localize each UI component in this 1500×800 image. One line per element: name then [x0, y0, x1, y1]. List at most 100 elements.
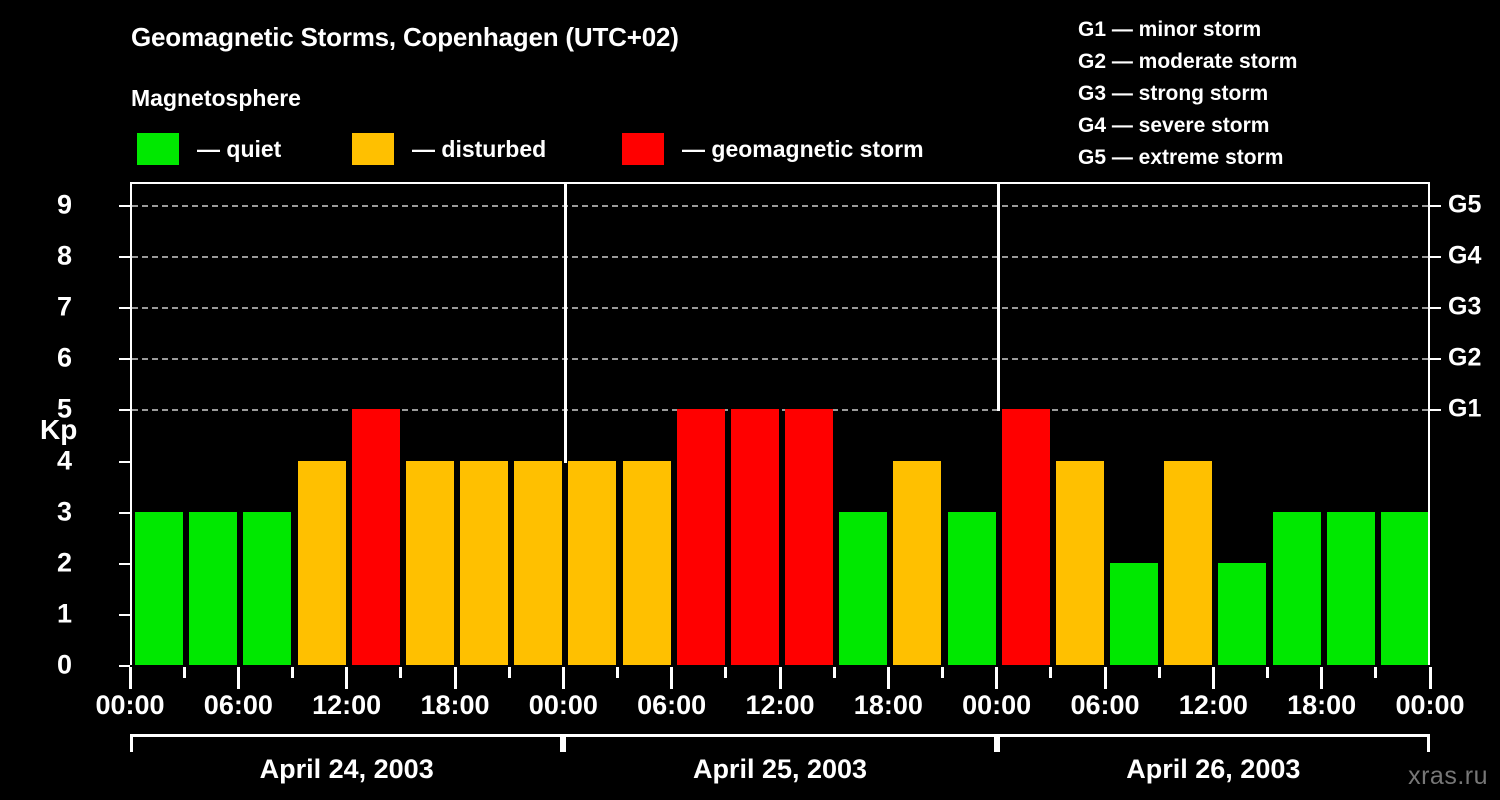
gridline-kp-8 [132, 256, 1428, 259]
x-tick-24 [1428, 667, 1432, 689]
legend-label-2: — geomagnetic storm [682, 135, 924, 162]
g-axis-label-G2: G2 [1448, 343, 1482, 372]
x-tick-7 [507, 667, 511, 678]
bar[interactable] [893, 460, 942, 665]
y-tick-label-6: 6 [56, 342, 72, 373]
bar[interactable] [189, 511, 238, 665]
plot-inner [132, 184, 1428, 665]
bar[interactable] [1001, 409, 1050, 665]
x-tick-0 [128, 667, 132, 689]
y-tick-7 [119, 307, 130, 310]
y-tick-label-2: 2 [56, 547, 72, 578]
bar[interactable] [947, 511, 996, 665]
bar[interactable] [1110, 562, 1159, 665]
y-tick-8 [119, 256, 130, 259]
x-tick-1 [182, 667, 186, 678]
gridline-kp-6 [132, 358, 1428, 361]
bar[interactable] [1326, 511, 1375, 665]
date-label-1: April 25, 2003 [692, 754, 868, 784]
bar[interactable] [1218, 562, 1267, 665]
g-axis-label-G1: G1 [1448, 394, 1482, 423]
g-tick-G5 [1430, 205, 1441, 207]
x-tick-19 [1157, 667, 1161, 678]
bar[interactable] [514, 460, 563, 665]
bar[interactable] [785, 409, 834, 665]
x-tick-16 [995, 667, 999, 689]
day-separator-1 [563, 184, 567, 463]
x-tick-11 [724, 667, 728, 678]
date-bracket-1 [563, 734, 997, 752]
legend-item-1[interactable]: — disturbed [352, 133, 546, 167]
bar[interactable] [622, 460, 671, 665]
bar[interactable] [1164, 460, 1213, 665]
x-tick-label-12: 00:00 [1395, 690, 1465, 720]
gridline-kp-7 [132, 307, 1428, 310]
y-tick-label-9: 9 [56, 189, 72, 220]
y-tick-9 [119, 205, 130, 207]
bar[interactable] [243, 511, 292, 665]
legend-label-0: — quiet [197, 135, 282, 162]
x-tick-6 [453, 667, 457, 689]
storm-swatch [622, 133, 664, 165]
bar[interactable] [351, 409, 400, 665]
g-scale-row-3: G3 — strong storm [1078, 82, 1269, 105]
date-label-0: April 24, 2003 [259, 754, 434, 784]
x-tick-label-11: 18:00 [1287, 690, 1357, 720]
x-tick-label-8: 00:00 [962, 690, 1032, 720]
y-tick-label-0: 0 [56, 649, 72, 680]
bar[interactable] [1272, 511, 1321, 665]
day-separator-2 [997, 184, 1001, 412]
bar[interactable] [1055, 460, 1104, 665]
x-tick-10 [670, 667, 674, 689]
bar[interactable] [730, 409, 779, 665]
legend-item-2[interactable]: — geomagnetic storm [622, 133, 924, 167]
legend-item-0[interactable]: — quiet [137, 133, 281, 167]
y-tick-label-3: 3 [56, 496, 72, 527]
g-axis-label-G3: G3 [1448, 292, 1482, 321]
g-tick-G3 [1430, 307, 1441, 310]
y-tick-2 [119, 562, 130, 565]
x-tick-2 [236, 667, 240, 689]
g-axis-label-G4: G4 [1448, 241, 1482, 270]
x-tick-label-3: 18:00 [420, 690, 490, 720]
y-tick-4 [119, 460, 130, 463]
legend-label-1: — disturbed [412, 135, 547, 162]
x-tick-label-6: 12:00 [745, 690, 815, 720]
bar[interactable] [1380, 511, 1428, 665]
x-tick-5 [399, 667, 403, 678]
y-tick-3 [119, 511, 130, 514]
y-tick-label-1: 1 [56, 598, 72, 629]
x-tick-21 [1266, 667, 1269, 678]
y-axis-title: Kp [40, 414, 78, 445]
x-tick-20 [1211, 667, 1215, 689]
bar[interactable] [839, 511, 888, 665]
date-bracket-2 [996, 734, 1430, 752]
x-tick-label-2: 12:00 [312, 690, 382, 720]
y-tick-0 [119, 665, 130, 667]
bar[interactable] [135, 511, 184, 665]
x-tick-label-7: 18:00 [853, 690, 923, 720]
gridline-kp-5 [132, 409, 1428, 412]
y-tick-1 [119, 613, 130, 616]
y-tick-label-5: 5 [56, 393, 72, 424]
x-tick-12 [778, 667, 782, 689]
x-tick-label-5: 06:00 [637, 690, 707, 720]
date-label-2: April 26, 2003 [1126, 754, 1301, 784]
bar[interactable] [676, 409, 725, 665]
bar[interactable] [568, 460, 617, 665]
y-tick-6 [119, 358, 130, 361]
x-tick-8 [561, 667, 565, 689]
x-tick-3 [291, 667, 294, 678]
date-bracket-0 [130, 734, 564, 752]
g-scale-row-4: G4 — severe storm [1078, 114, 1270, 137]
y-tick-5 [119, 409, 130, 412]
bar[interactable] [460, 460, 509, 665]
g-tick-G1 [1430, 409, 1441, 412]
g-tick-G2 [1430, 358, 1441, 361]
g-axis-label-G5: G5 [1448, 190, 1482, 219]
bar[interactable] [405, 460, 454, 665]
bar[interactable] [297, 460, 346, 665]
x-tick-4 [345, 667, 349, 689]
quiet-swatch [137, 133, 179, 165]
